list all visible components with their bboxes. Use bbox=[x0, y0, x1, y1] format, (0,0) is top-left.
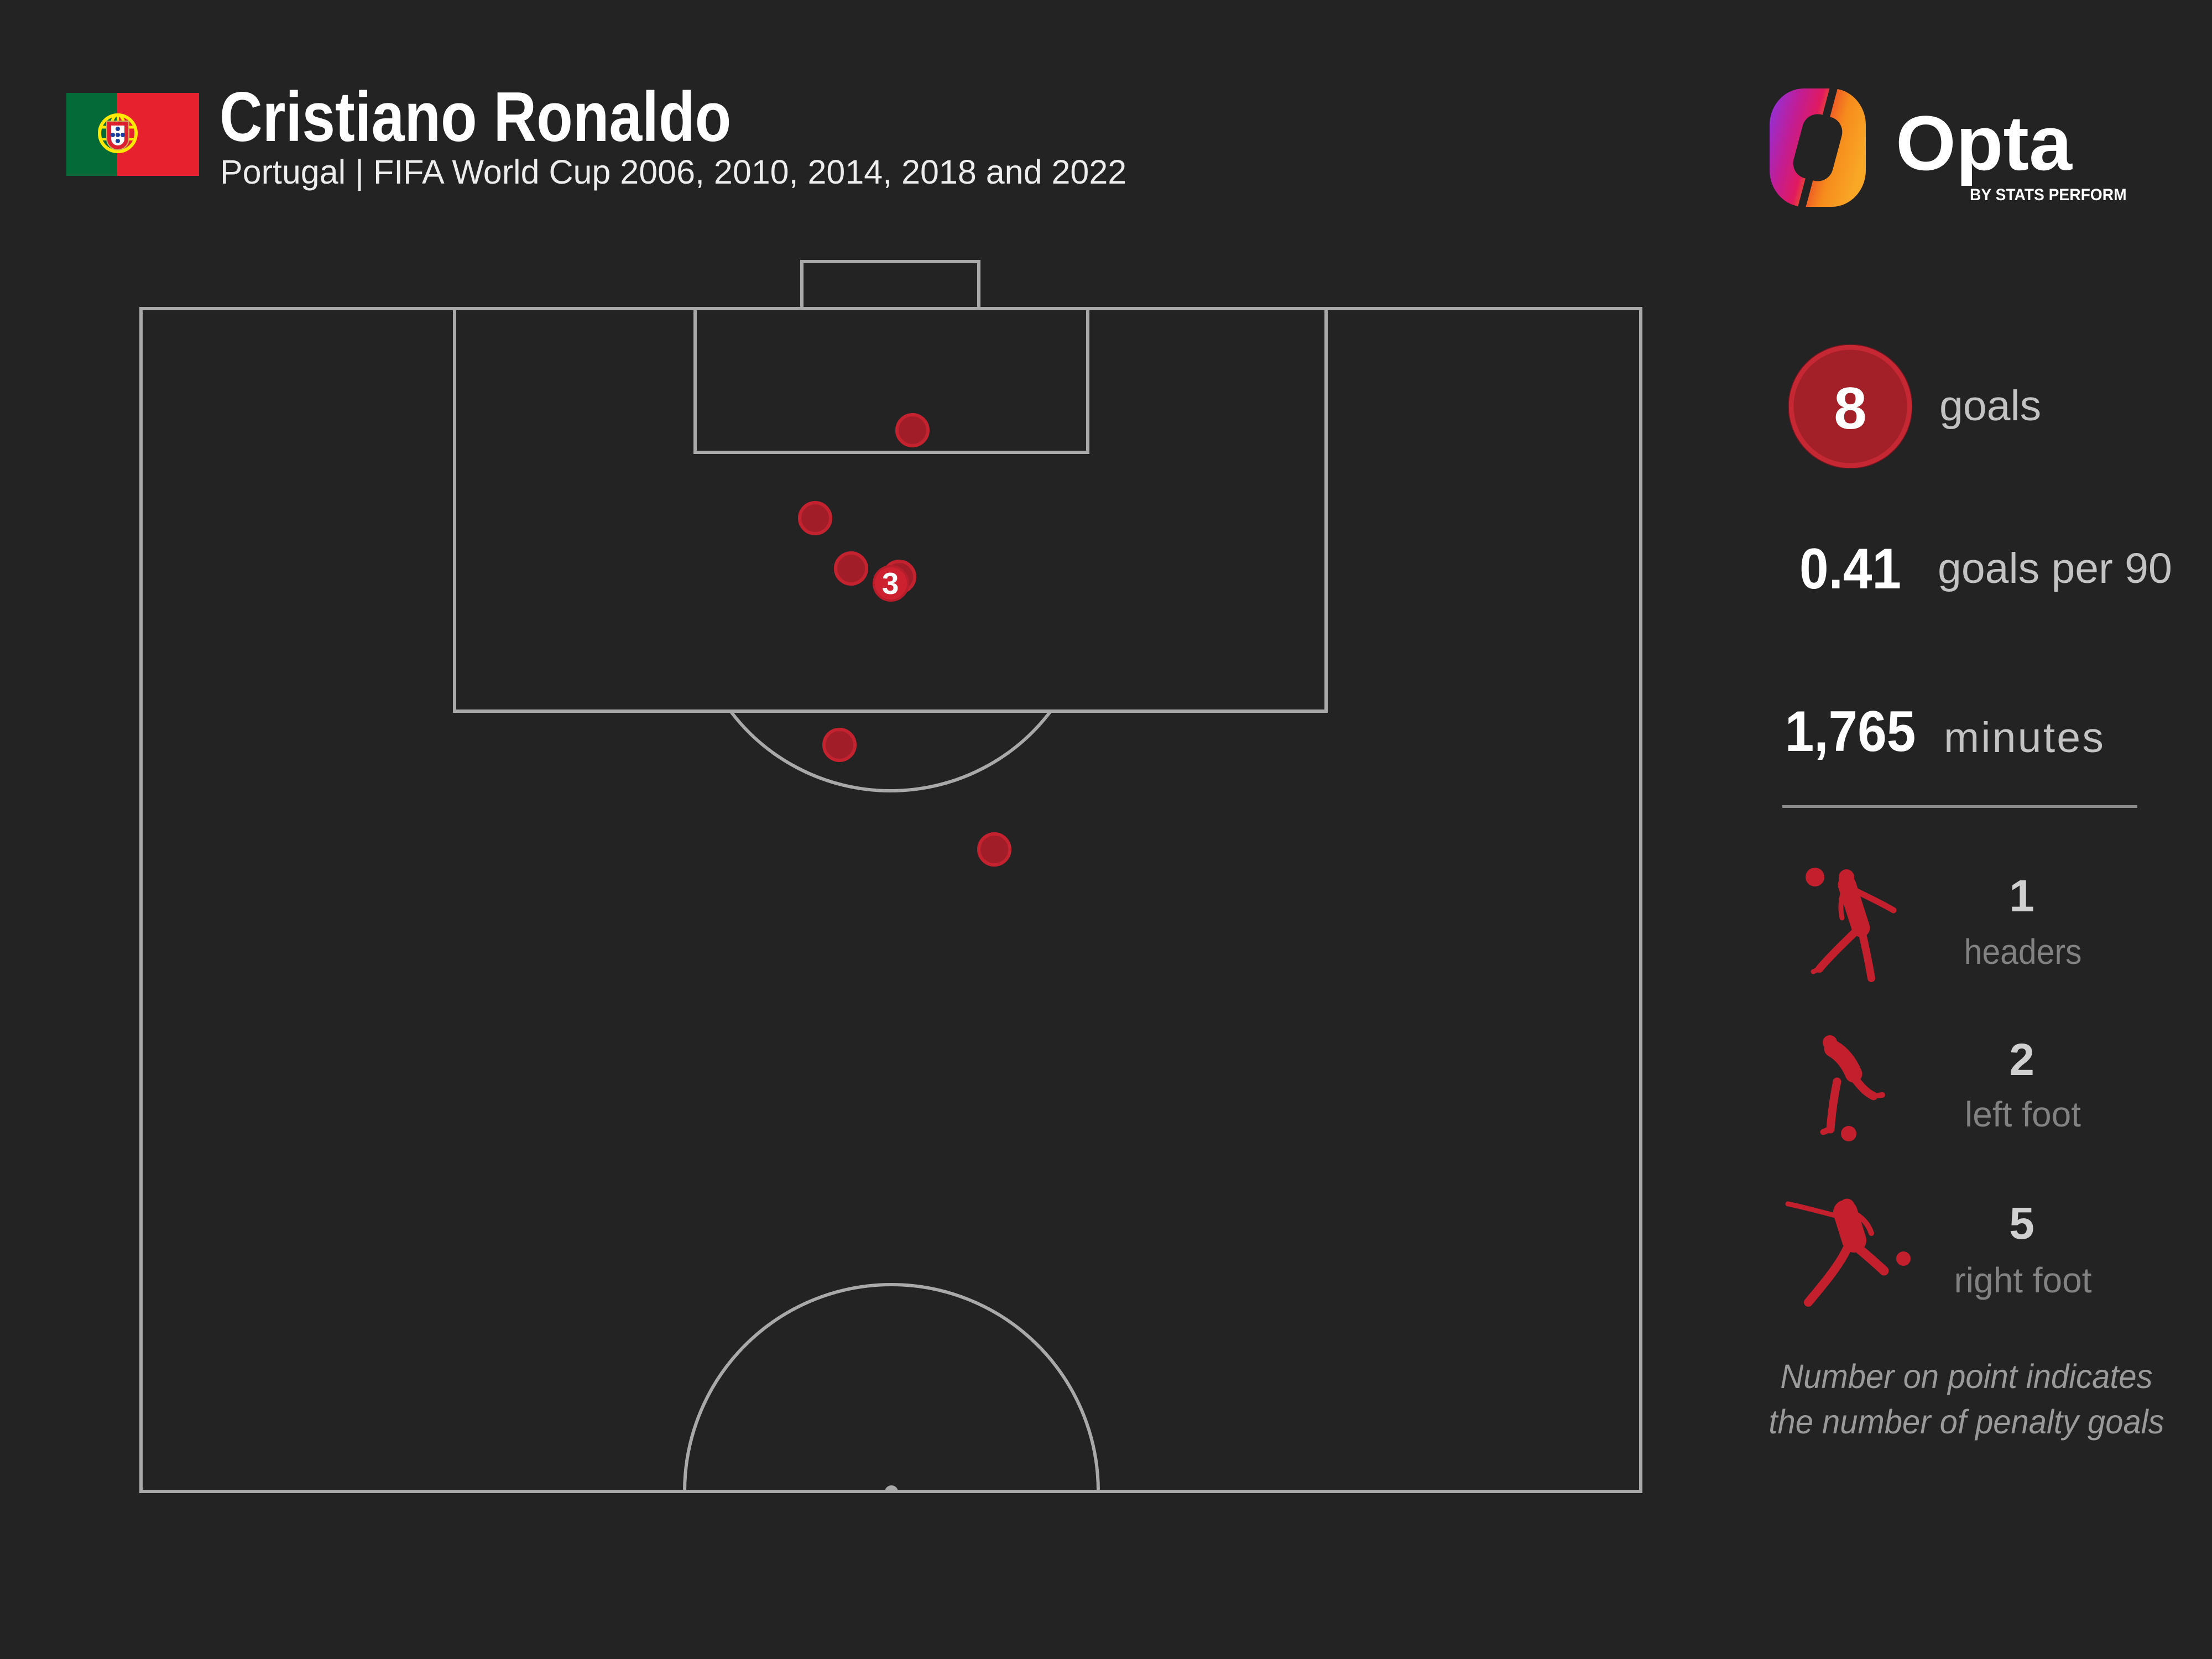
svg-text:3: 3 bbox=[882, 566, 899, 601]
